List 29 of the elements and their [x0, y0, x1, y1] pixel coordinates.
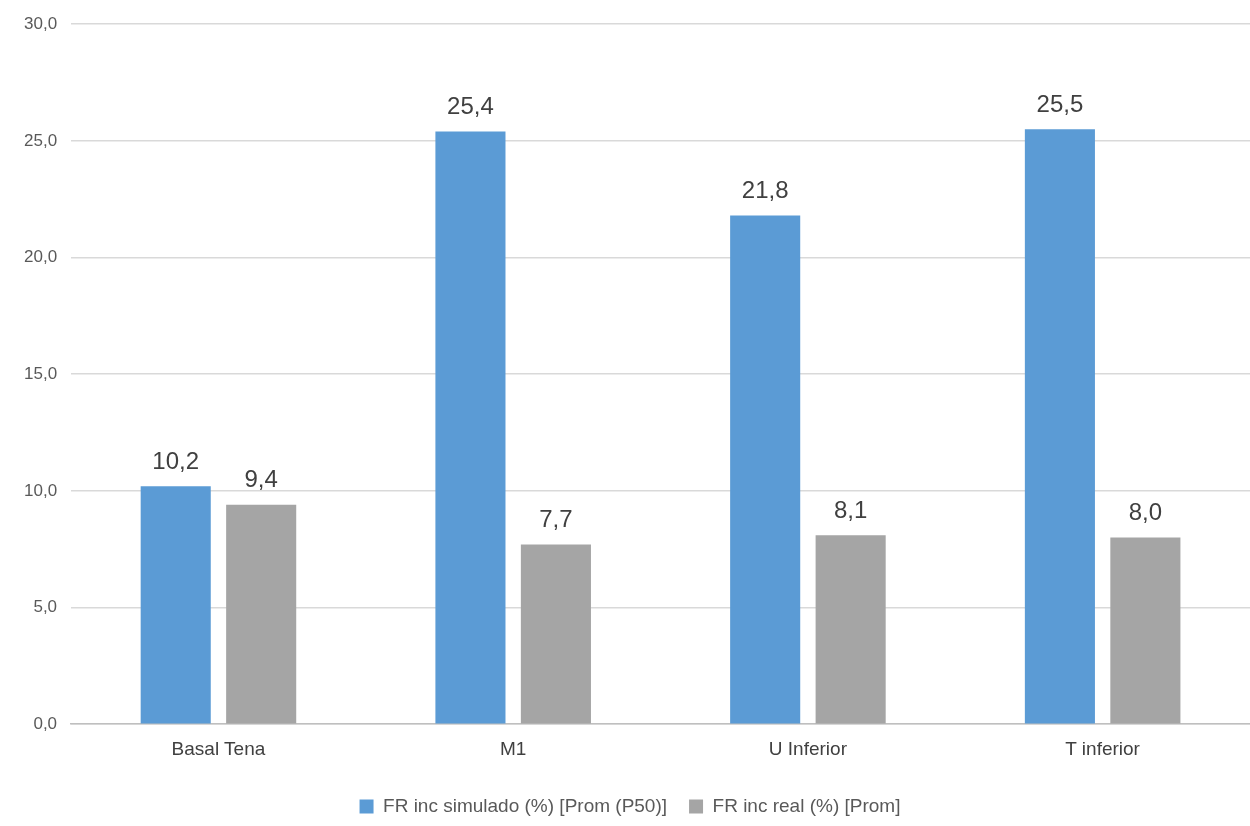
data-label: 21,8	[741, 176, 789, 204]
data-label: 8,1	[833, 495, 868, 523]
x-tick-label: M1	[499, 737, 527, 759]
bar	[140, 486, 211, 724]
bar	[815, 535, 886, 724]
bar	[435, 131, 506, 724]
bar	[1024, 129, 1095, 724]
data-label: 7,7	[539, 505, 573, 533]
legend-label: FR inc simulado (%) [Prom (P50)]	[383, 794, 668, 816]
y-tick-label: 0,0	[33, 713, 58, 733]
data-label: 25,4	[447, 92, 494, 120]
bar	[226, 504, 297, 724]
x-tick-label: T inferior	[1065, 737, 1141, 759]
y-tick-label: 25,0	[23, 130, 58, 150]
data-label: 25,5	[1036, 89, 1084, 117]
bar	[1110, 537, 1181, 724]
data-label: 9,4	[244, 465, 278, 493]
bar	[730, 215, 801, 724]
y-tick-label: 20,0	[23, 247, 58, 267]
data-label: 10,2	[152, 446, 200, 474]
bar	[520, 544, 591, 724]
y-tick-label: 5,0	[33, 597, 58, 617]
x-tick-label: U Inferior	[768, 737, 848, 759]
data-label: 8,0	[1128, 498, 1163, 526]
legend-label: FR inc real (%) [Prom]	[712, 794, 901, 816]
y-tick-label: 30,0	[23, 13, 58, 33]
x-tick-label: Basal Tena	[171, 737, 266, 759]
y-tick-label: 15,0	[23, 363, 58, 383]
y-tick-label: 10,0	[23, 480, 58, 500]
